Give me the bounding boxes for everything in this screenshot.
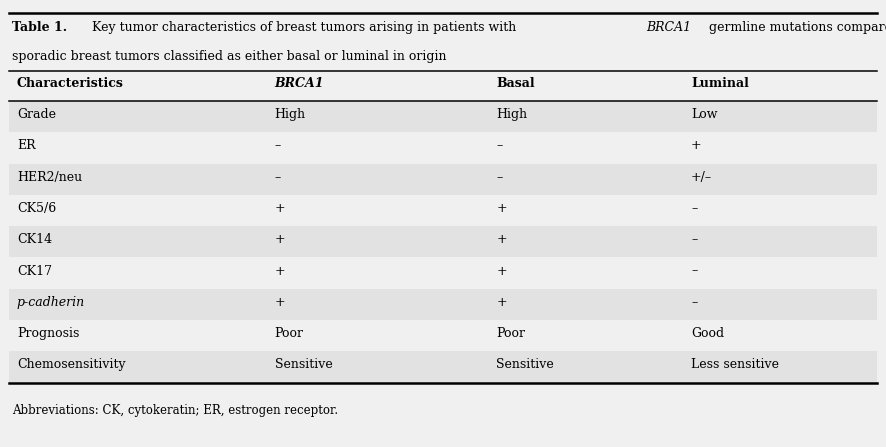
Text: –: – — [691, 296, 697, 309]
Bar — [9, 257, 877, 289]
Bar — [9, 320, 877, 351]
Text: +: + — [691, 139, 702, 152]
Text: HER2/neu: HER2/neu — [17, 171, 82, 184]
Text: Grade: Grade — [17, 108, 56, 121]
Bar — [9, 289, 877, 320]
Text: High: High — [496, 108, 527, 121]
Text: +: + — [496, 202, 507, 215]
Text: Table 1.: Table 1. — [12, 21, 67, 34]
Text: Less sensitive: Less sensitive — [691, 358, 779, 371]
Text: –: – — [691, 265, 697, 278]
Text: –: – — [275, 139, 281, 152]
Text: Poor: Poor — [496, 327, 525, 340]
Text: –: – — [496, 171, 502, 184]
Text: +/–: +/– — [691, 171, 712, 184]
Text: +: + — [496, 233, 507, 246]
Text: ER: ER — [17, 139, 35, 152]
Text: CK14: CK14 — [17, 233, 52, 246]
Text: Sensitive: Sensitive — [496, 358, 554, 371]
Text: –: – — [496, 139, 502, 152]
Text: Sensitive: Sensitive — [275, 358, 332, 371]
Text: +: + — [496, 296, 507, 309]
Text: Basal: Basal — [496, 77, 535, 90]
Text: +: + — [275, 202, 285, 215]
Text: CK5/6: CK5/6 — [17, 202, 56, 215]
Text: High: High — [275, 108, 306, 121]
Text: germline mutations compared with: germline mutations compared with — [704, 21, 886, 34]
Text: +: + — [275, 265, 285, 278]
Text: Luminal: Luminal — [691, 77, 749, 90]
Bar — [9, 132, 877, 164]
Bar — [9, 101, 877, 132]
Text: +: + — [275, 296, 285, 309]
Text: –: – — [691, 202, 697, 215]
Text: Low: Low — [691, 108, 718, 121]
Text: Chemosensitivity: Chemosensitivity — [17, 358, 126, 371]
Text: sporadic breast tumors classified as either basal or luminal in origin: sporadic breast tumors classified as eit… — [12, 50, 447, 63]
Text: p-cadherin: p-cadherin — [17, 296, 85, 309]
Text: Characteristics: Characteristics — [17, 77, 124, 90]
Text: +: + — [496, 265, 507, 278]
Text: BRCA1: BRCA1 — [275, 77, 324, 90]
Text: Good: Good — [691, 327, 724, 340]
Bar — [9, 351, 877, 383]
Bar — [9, 164, 877, 195]
Bar — [9, 195, 877, 226]
Text: Abbreviations: CK, cytokeratin; ER, estrogen receptor.: Abbreviations: CK, cytokeratin; ER, estr… — [12, 404, 338, 417]
Text: Key tumor characteristics of breast tumors arising in patients with: Key tumor characteristics of breast tumo… — [83, 21, 520, 34]
Text: BRCA1: BRCA1 — [647, 21, 692, 34]
Text: CK17: CK17 — [17, 265, 52, 278]
Text: –: – — [691, 233, 697, 246]
Text: –: – — [275, 171, 281, 184]
Text: Poor: Poor — [275, 327, 304, 340]
Text: Prognosis: Prognosis — [17, 327, 79, 340]
Bar — [9, 226, 877, 257]
Text: +: + — [275, 233, 285, 246]
